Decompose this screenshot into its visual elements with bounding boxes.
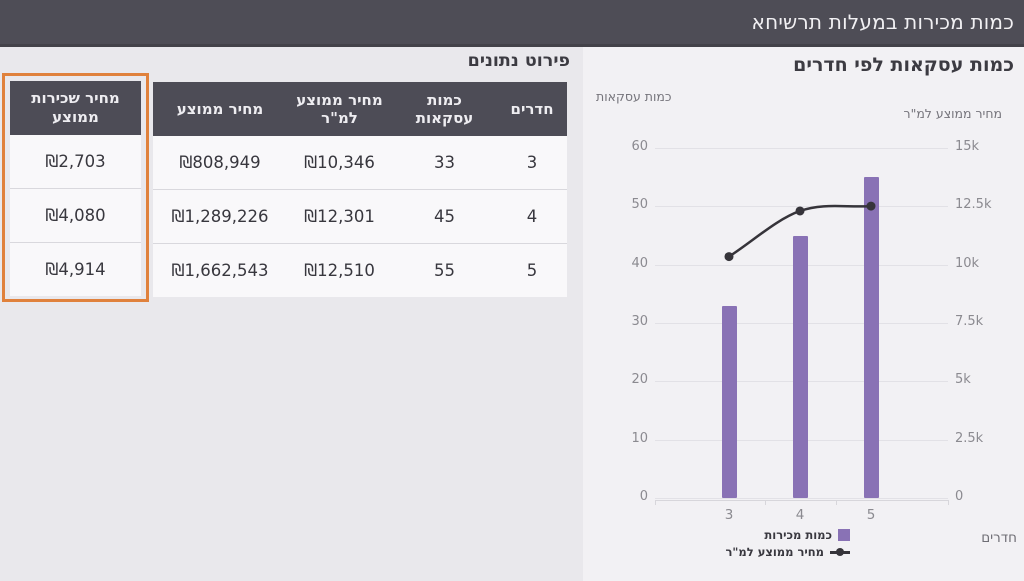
table-row[interactable]: 4 45 ₪12,301 ₪1,289,226 <box>153 189 567 243</box>
line-series <box>724 201 876 262</box>
line-series-legend-icon <box>830 548 850 556</box>
x-axis-tick-mark <box>835 500 837 505</box>
table-header-row: חדרים כמות עסקאות מחיר ממוצע למ"ר מחיר מ… <box>153 82 567 136</box>
cell-deals[interactable]: 33 <box>392 136 497 189</box>
left-axis-tick-label: 50 <box>631 197 648 213</box>
line-marker-3-rooms[interactable] <box>724 252 734 262</box>
bar-3-rooms[interactable] <box>721 305 737 498</box>
x-axis-tick-mark <box>948 500 949 505</box>
column-header-avg-price: מחיר ממוצע <box>153 82 287 136</box>
cell-rooms[interactable]: 4 <box>497 189 567 243</box>
data-table: חדרים כמות עסקאות מחיר ממוצע למ"ר מחיר מ… <box>153 82 567 297</box>
cell-rooms[interactable]: 3 <box>497 136 567 189</box>
legend-label: כמות מכירות <box>764 528 832 542</box>
left-axis-tick-label: 10 <box>631 430 648 446</box>
cell-avg-price[interactable]: ₪1,289,226 <box>153 189 287 243</box>
legend-item-line[interactable]: מחיר ממוצע למ"ר <box>725 545 850 559</box>
bar-5-rooms[interactable] <box>863 177 879 498</box>
column-header-price-sqm: מחיר ממוצע למ"ר <box>287 82 392 136</box>
left-axis-tick-label: 20 <box>631 372 648 388</box>
chart-title: כמות עסקאות לפי חדרים <box>793 54 1014 76</box>
gridline <box>655 148 948 149</box>
page-title: כמות מכירות במעלות תרשיחא <box>751 10 1014 34</box>
line-marker-5-rooms[interactable] <box>866 201 876 211</box>
x-axis-tick-mark <box>655 500 656 505</box>
x-axis-tick-mark <box>764 500 766 505</box>
cell-deals[interactable]: 45 <box>392 189 497 243</box>
chart-panel: כמות עסקאות לפי חדרים כמות עסקאות מחיר מ… <box>583 47 1024 581</box>
cell-deals[interactable]: 55 <box>392 243 497 297</box>
plot-area <box>655 148 948 499</box>
header-bar: כמות מכירות במעלות תרשיחא <box>0 0 1024 47</box>
data-details-title: פירוט נתונים <box>467 51 570 71</box>
line-marker-4-rooms[interactable] <box>795 206 805 216</box>
column-header-deals: כמות עסקאות <box>392 82 497 136</box>
cell-rooms[interactable]: 5 <box>497 243 567 297</box>
rent-price-column-highlight[interactable]: מחיר שכירות ממוצע ₪2,703 ₪4,080 ₪4,914 <box>2 73 149 302</box>
table-row[interactable]: 5 55 ₪12,510 ₪1,662,543 <box>153 243 567 297</box>
column-header-rooms: חדרים <box>497 82 567 136</box>
rent-value[interactable]: ₪4,080 <box>10 188 141 242</box>
left-axis-tick-label: 30 <box>631 314 648 329</box>
x-axis-tick-label: 4 <box>795 507 805 523</box>
rent-value[interactable]: ₪4,914 <box>10 242 141 296</box>
rent-value[interactable]: ₪2,703 <box>10 135 141 188</box>
legend-label: מחיר ממוצע למ"ר <box>725 545 825 559</box>
legend-item-bars[interactable]: כמות מכירות <box>726 528 850 542</box>
x-axis-tick-label: 3 <box>724 507 734 523</box>
left-axis-tick-label: 60 <box>631 139 648 154</box>
cell-price-sqm[interactable]: ₪10,346 <box>287 136 392 189</box>
table-row[interactable]: 3 33 ₪10,346 ₪808,949 <box>153 136 567 189</box>
x-axis-title: חדרים <box>981 530 1017 546</box>
chart-legend: כמות מכירות מחיר ממוצע למ"ר <box>725 528 850 559</box>
right-axis-tick-label: 10k <box>955 255 980 271</box>
right-axis-tick-label: 0 <box>955 489 964 504</box>
cell-avg-price[interactable]: ₪808,949 <box>153 136 287 189</box>
right-axis-tick-label: 15k <box>955 139 980 154</box>
x-axis-tick-label: 5 <box>866 507 876 523</box>
cell-price-sqm[interactable]: ₪12,301 <box>287 189 392 243</box>
left-axis-tick-label: 40 <box>631 255 648 271</box>
right-axis-tick-label: 12.5k <box>955 197 992 213</box>
left-axis-tick-label: 0 <box>639 489 648 504</box>
bar-series-legend-icon <box>838 529 850 541</box>
rent-column-header: מחיר שכירות ממוצע <box>10 81 141 135</box>
right-axis-tick-label: 2.5k <box>955 430 984 446</box>
left-axis-title: כמות עסקאות <box>596 89 672 104</box>
bar-4-rooms[interactable] <box>792 235 808 498</box>
cell-avg-price[interactable]: ₪1,662,543 <box>153 243 287 297</box>
right-axis-tick-label: 5k <box>955 372 971 388</box>
cell-price-sqm[interactable]: ₪12,510 <box>287 243 392 297</box>
right-axis-tick-label: 7.5k <box>955 314 984 329</box>
right-axis-title: מחיר ממוצע למ"ר <box>903 106 1002 121</box>
gridline <box>655 498 948 499</box>
x-axis-line <box>655 500 948 501</box>
line-marker-dot-icon <box>836 548 844 556</box>
